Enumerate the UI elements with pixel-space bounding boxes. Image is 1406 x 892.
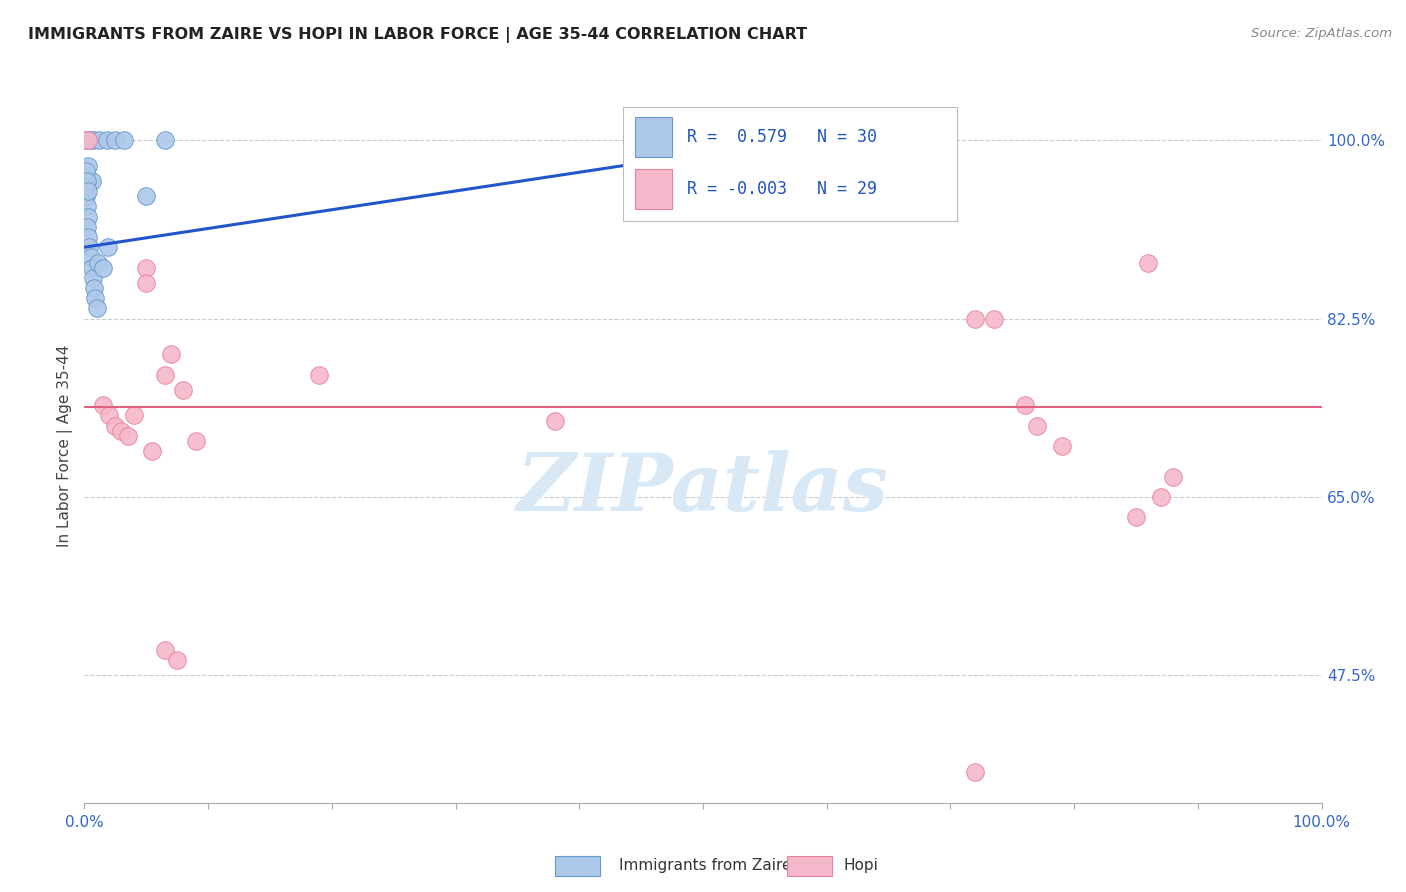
- Point: [141, 444, 163, 458]
- Point: [104, 133, 127, 147]
- Text: 100.0%: 100.0%: [1292, 815, 1351, 830]
- Point: [965, 765, 987, 780]
- Point: [1137, 255, 1160, 269]
- Point: [76, 199, 98, 213]
- Point: [77, 230, 100, 244]
- Point: [87, 255, 110, 269]
- Point: [1050, 439, 1073, 453]
- Point: [79, 133, 101, 147]
- Point: [1150, 490, 1173, 504]
- Point: [77, 133, 100, 147]
- Point: [110, 424, 132, 438]
- Point: [308, 368, 330, 382]
- Point: [76, 174, 98, 188]
- Point: [98, 409, 121, 423]
- Point: [1125, 510, 1147, 524]
- Point: [965, 311, 987, 326]
- Point: [96, 133, 118, 147]
- Point: [153, 643, 176, 657]
- Point: [1161, 469, 1184, 483]
- Point: [84, 291, 107, 305]
- Point: [166, 653, 188, 667]
- Bar: [636, 118, 672, 157]
- Point: [75, 189, 97, 203]
- Y-axis label: In Labor Force | Age 35-44: In Labor Force | Age 35-44: [58, 345, 73, 547]
- Bar: [636, 169, 672, 209]
- FancyBboxPatch shape: [623, 107, 956, 221]
- Point: [91, 260, 114, 275]
- Text: Hopi: Hopi: [844, 858, 879, 872]
- Point: [91, 398, 114, 412]
- Text: R = -0.003   N = 29: R = -0.003 N = 29: [688, 180, 877, 198]
- Text: Source: ZipAtlas.com: Source: ZipAtlas.com: [1251, 27, 1392, 40]
- Point: [79, 251, 101, 265]
- Point: [104, 418, 127, 433]
- Point: [122, 409, 145, 423]
- Text: ZIPatlas: ZIPatlas: [517, 450, 889, 527]
- Point: [80, 260, 103, 275]
- Point: [112, 133, 135, 147]
- Point: [82, 133, 104, 147]
- Point: [841, 133, 863, 147]
- Text: Immigrants from Zaire: Immigrants from Zaire: [619, 858, 792, 872]
- Point: [80, 174, 103, 188]
- Text: R =  0.579   N = 30: R = 0.579 N = 30: [688, 128, 877, 146]
- Point: [75, 163, 97, 178]
- Point: [89, 133, 111, 147]
- Point: [1014, 398, 1036, 412]
- Point: [77, 210, 100, 224]
- Point: [83, 281, 105, 295]
- Text: IMMIGRANTS FROM ZAIRE VS HOPI IN LABOR FORCE | AGE 35-44 CORRELATION CHART: IMMIGRANTS FROM ZAIRE VS HOPI IN LABOR F…: [28, 27, 807, 43]
- Point: [1026, 418, 1049, 433]
- Point: [117, 429, 139, 443]
- Point: [172, 383, 194, 397]
- Point: [76, 219, 98, 234]
- Point: [153, 368, 176, 382]
- Point: [86, 301, 108, 316]
- Point: [543, 413, 565, 427]
- Point: [79, 240, 101, 254]
- Point: [160, 347, 183, 361]
- Point: [97, 240, 120, 254]
- Point: [983, 311, 1005, 326]
- Point: [135, 189, 157, 203]
- Point: [135, 260, 157, 275]
- Point: [77, 159, 100, 173]
- Point: [135, 276, 157, 290]
- Point: [77, 184, 100, 198]
- Point: [82, 270, 104, 285]
- Point: [75, 179, 97, 194]
- Text: 0.0%: 0.0%: [65, 815, 104, 830]
- Point: [184, 434, 207, 448]
- Point: [153, 133, 176, 147]
- Point: [75, 133, 97, 147]
